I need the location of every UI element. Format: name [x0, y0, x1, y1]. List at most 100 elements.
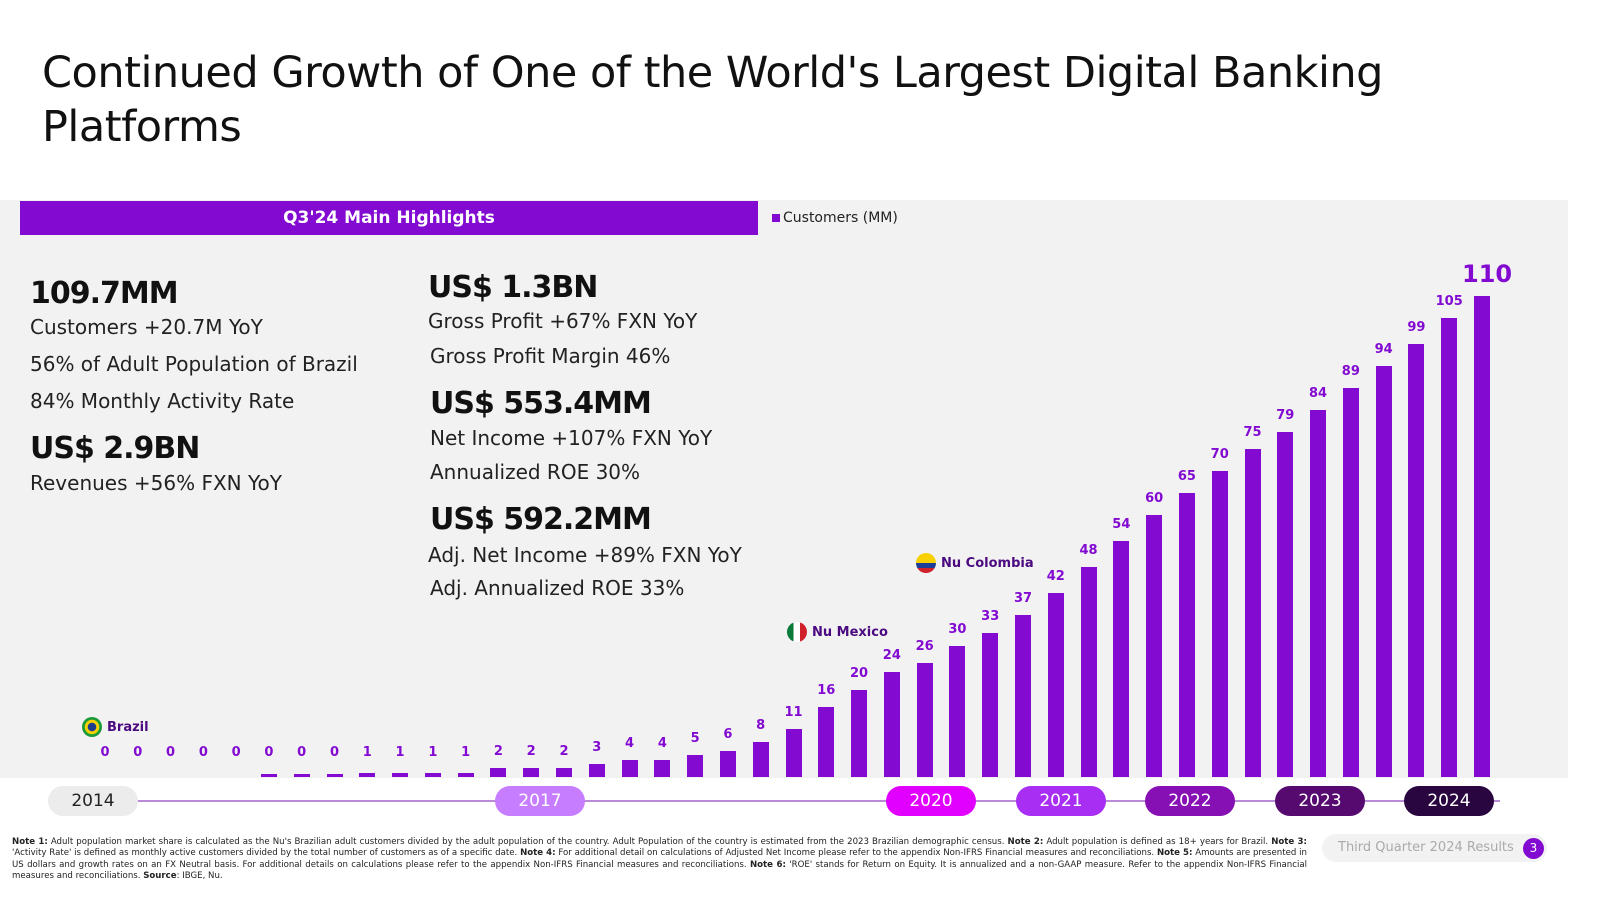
- note-label: Note 5:: [1156, 848, 1193, 859]
- bar: [424, 772, 441, 777]
- bar: [785, 728, 802, 777]
- bar: [1441, 317, 1458, 777]
- bar-value-label: 2: [526, 744, 536, 760]
- bar: [1375, 365, 1392, 777]
- bar-value-label: 0: [329, 745, 340, 760]
- bar-value-label: 54: [1112, 516, 1131, 532]
- bar: [818, 707, 835, 777]
- colombia-flag-icon: [916, 553, 936, 573]
- annotation-label: Brazil: [107, 719, 149, 735]
- note-text: Amounts are presented in US dollars and …: [12, 848, 1307, 870]
- bar: [1113, 540, 1130, 777]
- note-label: Note 3:: [1271, 837, 1307, 847]
- bar-value-label: 0: [264, 745, 274, 760]
- kpi-text: Annualized ROE 30%: [430, 460, 641, 484]
- mexico-flag-icon: [787, 622, 807, 642]
- bar: [1080, 567, 1097, 777]
- bar-value-label: 37: [1013, 591, 1033, 607]
- bar-value-label: 60: [1145, 490, 1164, 506]
- bar: [1047, 593, 1064, 777]
- brazil-flag-icon: [82, 717, 102, 737]
- highlights-header: Q3'24 Main Highlights: [20, 201, 758, 235]
- timeline-year-2020: 2020: [886, 786, 976, 816]
- bar-value-label: 20: [850, 665, 869, 681]
- bar: [359, 772, 376, 777]
- kpi-text: Adj. Annualized ROE 33%: [430, 576, 685, 600]
- kpi-text: 56% of Adult Population of Brazil: [30, 352, 358, 376]
- timeline-year-2022: 2022: [1145, 786, 1235, 816]
- bar: [1146, 514, 1163, 777]
- bar: [1277, 431, 1294, 777]
- annotation-mexico: Nu Mexico: [787, 622, 888, 642]
- bar-value-label: 94: [1374, 341, 1393, 357]
- timeline-year-2014: 2014: [48, 786, 138, 816]
- note-text: For additional detail on calculations of…: [555, 848, 1157, 859]
- bar-value-label: 70: [1210, 446, 1229, 462]
- bar: [1211, 470, 1228, 777]
- legend-label: Customers (MM): [783, 210, 898, 226]
- kpi-text: Customers +20.7M YoY: [30, 315, 263, 339]
- annotation-colombia: Nu Colombia: [916, 553, 1034, 573]
- page-number: 3: [1523, 838, 1544, 859]
- bar: [326, 774, 343, 777]
- bar-value-label: 75: [1243, 425, 1262, 441]
- bar-value-label: 11: [784, 704, 803, 720]
- timeline-line: [130, 800, 1500, 802]
- bar: [1474, 296, 1490, 777]
- bar: [1015, 615, 1031, 777]
- chart-legend: Customers (MM): [772, 210, 898, 226]
- bar-value-label: 1: [362, 745, 372, 760]
- annotation-brazil: Brazil: [82, 717, 149, 737]
- bar: [1342, 387, 1359, 777]
- bar-value-label: 6: [723, 726, 733, 742]
- kpi-text: Adj. Net Income +89% FXN YoY: [428, 543, 742, 567]
- timeline-year-2023: 2023: [1275, 786, 1365, 816]
- note-label: Note 6:: [749, 859, 786, 870]
- bar-value-label: 1: [428, 745, 438, 760]
- note-text: : IBGE, Nu.: [176, 870, 223, 881]
- bar-value-label: 0: [100, 745, 110, 760]
- bar-value-label: 110: [1462, 260, 1513, 288]
- bar-value-label: 16: [817, 683, 836, 699]
- bar: [588, 763, 605, 777]
- bar: [1310, 409, 1327, 777]
- bar: [556, 768, 572, 777]
- page-title: Continued Growth of One of the World's L…: [42, 48, 1383, 152]
- note-label: Note 1:: [12, 837, 48, 847]
- bar-value-label: 30: [948, 621, 967, 637]
- bar-value-label: 1: [395, 745, 405, 760]
- bar-value-label: 26: [915, 639, 934, 655]
- bar: [916, 663, 933, 777]
- bar-value-label: 4: [657, 735, 667, 751]
- bar: [457, 772, 474, 777]
- timeline-year-2017: 2017: [495, 786, 585, 816]
- bar-value-label: 84: [1309, 385, 1328, 401]
- kpi-text: Gross Profit +67% FXN YoY: [428, 309, 698, 333]
- content-panel: [0, 200, 1568, 778]
- bar: [1178, 492, 1195, 777]
- kpi-text: Revenues +56% FXN YoY: [30, 471, 282, 495]
- kpi-text: 84% Monthly Activity Rate: [30, 389, 295, 413]
- note-label: Source: [143, 870, 177, 881]
- kpi-revenues: US$ 2.9BN: [30, 431, 200, 466]
- note-text: 'Activity Rate' is defined as monthly ac…: [12, 848, 521, 859]
- bar-value-label: 99: [1407, 320, 1426, 336]
- note-label: Note 2:: [1007, 837, 1044, 847]
- bar: [752, 742, 769, 777]
- timeline-year-2024: 2024: [1404, 786, 1494, 816]
- bar-value-label: 3: [592, 739, 602, 755]
- bar-value-label: 105: [1435, 293, 1463, 309]
- bar-value-label: 2: [493, 744, 503, 760]
- note-text: Adult population market share is calcula…: [47, 837, 1008, 847]
- bar-value-label: 8: [756, 718, 766, 734]
- bar: [490, 768, 507, 777]
- report-name: Third Quarter 2024 Results: [1322, 834, 1547, 862]
- bar: [293, 774, 310, 777]
- kpi-text: Gross Profit Margin 46%: [430, 344, 671, 368]
- bar: [260, 774, 277, 777]
- bar: [392, 772, 409, 777]
- bar-value-label: 65: [1177, 468, 1196, 484]
- annotation-label: Nu Colombia: [941, 555, 1034, 571]
- note-text: Adult population is defined as 18+ years…: [1043, 837, 1272, 847]
- bar: [654, 759, 671, 777]
